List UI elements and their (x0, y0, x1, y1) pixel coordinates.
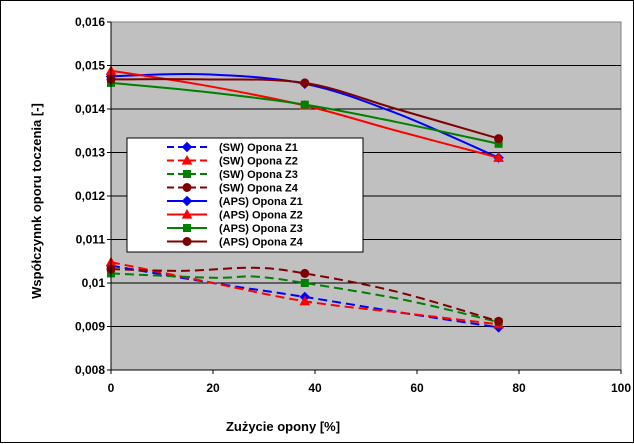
legend-label: (APS) Opona Z2 (219, 210, 303, 222)
y-tick-label: 0,014 (75, 102, 105, 116)
data-point (300, 100, 309, 109)
x-tick-label: 0 (108, 381, 115, 395)
legend-label: (SW) Opona Z2 (219, 156, 298, 168)
y-tick-label: 0,01 (82, 276, 106, 290)
x-tick-label: 100 (611, 381, 631, 395)
legend: (SW) Opona Z1 (SW) Opona Z2(SW) Opona Z3 (… (126, 137, 364, 253)
legend-marker (182, 237, 192, 246)
series-layer (105, 65, 504, 333)
y-tick-label: 0,016 (75, 15, 105, 29)
y-tick-label: 0,009 (75, 320, 105, 334)
y-tick-label: 0,013 (75, 146, 105, 160)
legend-marker (181, 208, 193, 219)
legend-box (126, 137, 364, 253)
x-tick-label: 80 (512, 381, 526, 395)
data-point (300, 279, 309, 287)
series-line (110, 272, 499, 324)
legend-marker (183, 170, 191, 178)
data-point (494, 134, 504, 144)
y-tick-label: 0,011 (76, 233, 106, 247)
legend-label: (SW) Opona Z1 (219, 142, 298, 154)
legend-label: (APS) Opona Z4 (219, 237, 304, 249)
y-axis-title: Współczynnk oporu toczenia [-] (29, 103, 44, 299)
legend-marker (182, 183, 192, 192)
x-tick-label: 20 (206, 381, 220, 395)
y-tick-label: 0,015 (75, 59, 105, 73)
series-7 (106, 74, 504, 144)
x-tick-label: 60 (410, 381, 424, 395)
data-point (493, 152, 504, 162)
series-3 (106, 264, 504, 326)
legend-marker (181, 195, 193, 207)
legend-label: (SW) Opona Z3 (219, 169, 298, 181)
tick-labels: 0,008 0,009 0,01 0,011 0,012 0,013 0,014 0,015 0… (75, 15, 631, 395)
y-tick-label: 0,012 (75, 189, 105, 203)
data-point (300, 78, 310, 88)
x-tick-label: 40 (308, 381, 322, 395)
data-point (494, 316, 504, 326)
legend-marker (181, 141, 193, 153)
legend-label: (SW) Opona Z4 (219, 183, 299, 195)
x-axis-title: Zużycie opony [%] (226, 419, 340, 434)
data-point (300, 268, 310, 278)
series-line (110, 266, 499, 323)
legend-marker (183, 224, 191, 232)
legend-label: (APS) Opona Z1 (219, 196, 303, 208)
legend-label: (APS) Opona Z3 (219, 223, 303, 235)
legend-marker (181, 154, 193, 165)
y-tick-label: 0,008 (75, 363, 105, 377)
data-point (299, 295, 311, 306)
